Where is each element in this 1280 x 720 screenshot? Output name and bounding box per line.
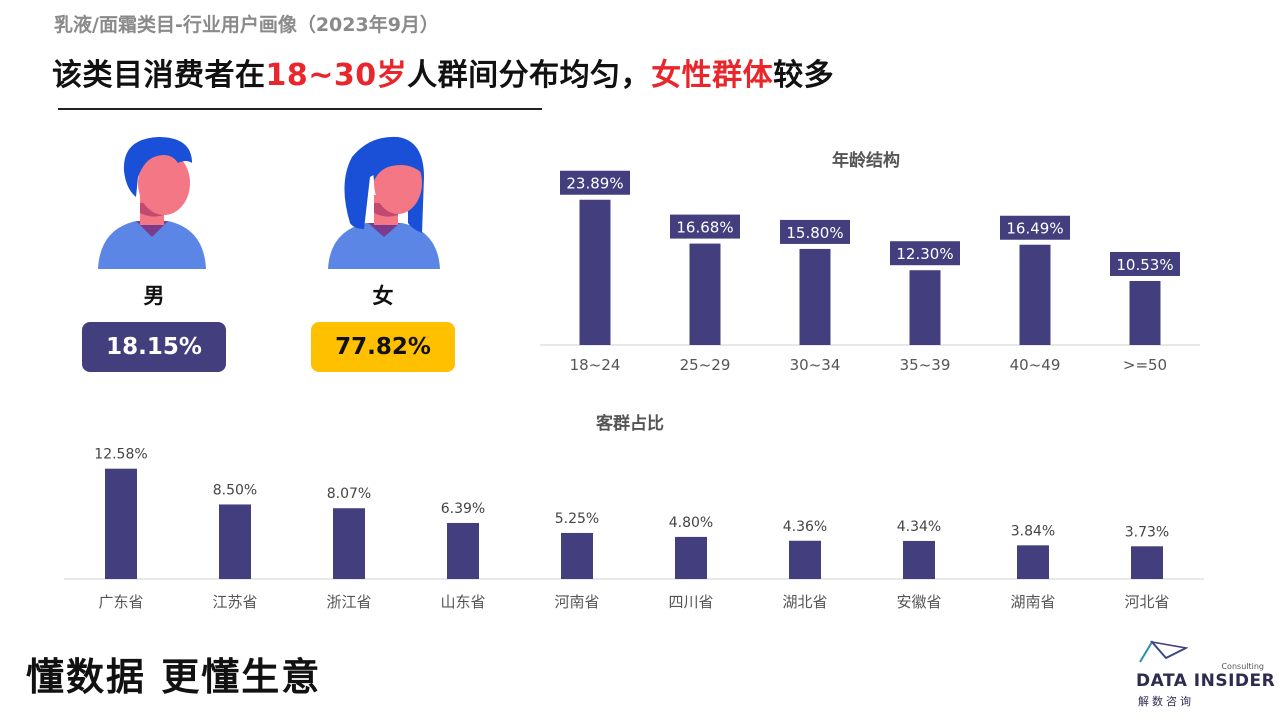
male-percentage-badge: 18.15% xyxy=(82,322,226,372)
x-tick-label: 18~24 xyxy=(570,356,621,374)
brand-logo: Consulting DATA INSIDER 解数咨询 xyxy=(1136,638,1275,710)
data-label: 8.07% xyxy=(327,486,371,502)
x-tick-label: 广东省 xyxy=(98,593,143,611)
headline-divider xyxy=(58,108,542,110)
age-structure-chart: 18~24 23.89% 25~29 16.68% 30~34 15.80% 35~39 12… xyxy=(540,170,1200,374)
data-label: 10.53% xyxy=(1116,256,1173,274)
x-tick-label: 河南省 xyxy=(554,593,599,611)
bar-山东省 xyxy=(447,522,479,579)
data-label: 16.49% xyxy=(1006,220,1063,238)
data-label: 12.30% xyxy=(896,245,953,263)
x-tick-label: 40~49 xyxy=(1010,356,1061,374)
data-label-box xyxy=(890,241,960,266)
data-label: 15.80% xyxy=(786,224,843,242)
x-tick-label: 安徽省 xyxy=(896,593,941,611)
female-percentage-badge: 77.82% xyxy=(311,322,455,372)
province-share-chart: 广东省 12.58% 江苏省 8.50% 浙江省 8.07% 山东省 6.39% 河南省 5.25… xyxy=(64,447,1204,611)
data-label: 16.68% xyxy=(676,219,733,237)
data-label: 4.80% xyxy=(669,515,713,531)
page-headline: 该类目消费者在18~30岁人群间分布均匀，女性群体较多 xyxy=(52,50,834,94)
x-tick-label: 湖北省 xyxy=(782,593,827,611)
x-tick-label: 湖南省 xyxy=(1010,593,1055,611)
data-label: 3.84% xyxy=(1011,523,1055,539)
x-tick-label: 江苏省 xyxy=(212,593,257,611)
brand-chinese-name: 解数咨询 xyxy=(1138,695,1194,708)
bar-30~34 xyxy=(799,248,831,345)
bar-湖北省 xyxy=(789,540,821,579)
bar-40~49 xyxy=(1019,244,1051,345)
bar->=50 xyxy=(1129,280,1161,345)
data-label: 8.50% xyxy=(213,482,257,498)
x-tick-label: 30~34 xyxy=(790,356,841,374)
data-label: 4.34% xyxy=(897,519,941,535)
x-tick-label: 山东省 xyxy=(440,593,485,611)
x-tick-label: >=50 xyxy=(1123,356,1167,374)
brand-mark-icon xyxy=(1139,640,1188,663)
bar-河北省 xyxy=(1131,546,1163,579)
data-label-box xyxy=(670,214,740,239)
bar-浙江省 xyxy=(333,508,365,579)
headline-part-1: 该类目消费者在 xyxy=(52,58,266,93)
data-label: 23.89% xyxy=(566,175,623,193)
bar-广东省 xyxy=(105,468,137,579)
x-tick-label: 25~29 xyxy=(680,356,731,374)
bar-湖南省 xyxy=(1017,545,1049,579)
data-label-box xyxy=(1110,251,1180,276)
province-chart-title: 客群占比 xyxy=(596,414,664,434)
x-tick-label: 四川省 xyxy=(668,593,713,611)
bar-18~24 xyxy=(579,199,611,345)
female-label: 女 xyxy=(372,284,394,308)
bar-35~39 xyxy=(909,270,941,345)
female-avatar-icon xyxy=(324,133,444,269)
data-label-box xyxy=(780,219,850,244)
data-label-box xyxy=(560,170,630,195)
bar-25~29 xyxy=(689,243,721,345)
male-label: 男 xyxy=(143,284,165,308)
bar-河南省 xyxy=(561,532,593,579)
headline-highlight-age: 18~30岁 xyxy=(265,58,408,93)
data-label: 12.58% xyxy=(94,447,147,463)
brand-tagline: Consulting xyxy=(1221,662,1264,671)
headline-part-3: 较多 xyxy=(773,58,835,93)
data-label: 4.36% xyxy=(783,519,827,535)
headline-part-2: 人群间分布均匀， xyxy=(407,58,652,93)
x-tick-label: 浙江省 xyxy=(326,593,371,611)
data-label: 5.25% xyxy=(555,511,599,527)
male-avatar-icon xyxy=(92,133,212,269)
brand-name: DATA INSIDER xyxy=(1136,671,1276,691)
bar-江苏省 xyxy=(219,504,251,579)
bar-安徽省 xyxy=(903,540,935,579)
data-label: 6.39% xyxy=(441,501,485,517)
page-subtitle: 乳液/面霜类目-行业用户画像（2023年9月） xyxy=(54,14,439,36)
data-label: 3.73% xyxy=(1125,524,1169,540)
headline-highlight-female: 女性群体 xyxy=(651,58,774,93)
age-chart-title: 年龄结构 xyxy=(832,151,900,171)
data-label-box xyxy=(1000,215,1070,240)
footer-slogan: 懂数据 更懂生意 xyxy=(26,655,322,699)
x-tick-label: 35~39 xyxy=(900,356,951,374)
bar-四川省 xyxy=(675,536,707,579)
x-tick-label: 河北省 xyxy=(1124,593,1169,611)
